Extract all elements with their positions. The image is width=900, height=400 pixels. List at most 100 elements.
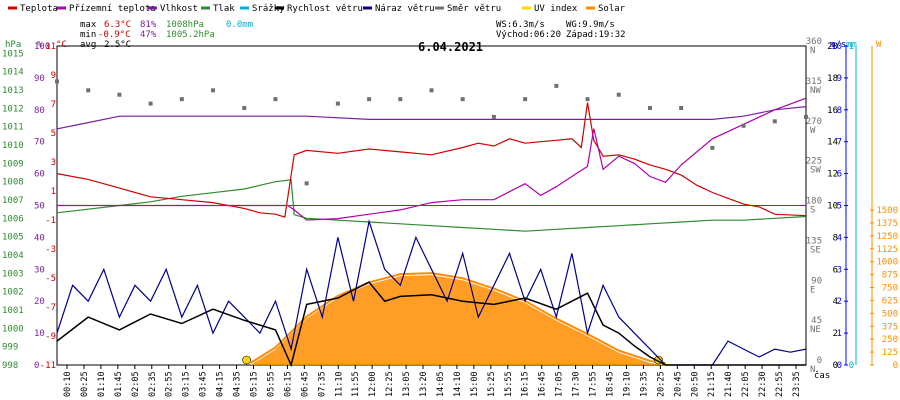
celsius-tick-label: -5: [45, 274, 56, 284]
hpa-tick-label: 1002: [2, 288, 24, 298]
x-tick-label: 05:55: [266, 371, 276, 397]
x-tick-label: 01:10: [97, 371, 107, 397]
percent-tick-label: 40: [34, 233, 45, 243]
x-tick-label: 17:30: [572, 371, 582, 397]
direction-label: N: [810, 46, 815, 56]
wind-direction-point: [117, 92, 122, 97]
wind-tick-label: 4: [833, 297, 838, 307]
x-tick-label: 17:05: [555, 371, 565, 397]
stat-avg-temp: 2.5°C: [104, 40, 131, 50]
wind-direction-point: [367, 97, 372, 102]
x-tick-label: 12:00: [368, 371, 378, 397]
x-tick-label: 04:15: [216, 371, 226, 397]
uv-tick-label: 4: [837, 233, 842, 243]
sun-marker: [242, 355, 251, 365]
wind-direction-point: [211, 88, 216, 93]
wind-tick-label: 16: [827, 106, 838, 116]
x-tick-label: 07:35: [317, 371, 327, 397]
hpa-tick-label: 1013: [2, 86, 24, 96]
hpa-tick-label: 1006: [2, 214, 24, 224]
wind-direction-point: [491, 114, 496, 119]
wind-direction-point: [616, 92, 621, 97]
wind-tick-label: 2: [833, 329, 838, 339]
celsius-tick-label: 1: [51, 187, 56, 197]
wind-tick-label: 14: [827, 138, 838, 148]
percent-tick-label: 50: [34, 202, 45, 212]
x-tick-label: 06:45: [300, 371, 310, 397]
series-line-tlak: [56, 179, 807, 232]
uv-tick-label: 6: [837, 170, 842, 180]
solar-envelope-line: [249, 272, 666, 364]
percent-tick-label: 10: [34, 329, 45, 339]
stat-max-temp: 6.3°C: [104, 20, 131, 30]
celsius-tick-label: -7: [45, 303, 56, 313]
solar-tick-label: 1125: [876, 245, 898, 255]
wind-direction-point: [86, 88, 91, 93]
stat-sunset: Západ:19:32: [566, 30, 626, 40]
hpa-tick-label: 1009: [2, 159, 24, 169]
wind-direction-point: [273, 97, 278, 102]
axes: hPa9989991000100110021003100410051006100…: [2, 37, 898, 375]
direction-label: S: [810, 206, 815, 216]
percent-tick-label: 80: [34, 106, 45, 116]
x-tick-label: 02:55: [165, 371, 175, 397]
x-tick-label: 21:15: [707, 371, 717, 397]
x-tick-label: 17:55: [589, 371, 599, 397]
legend-label: Přízemní teplota: [69, 4, 156, 14]
celsius-tick-label: -9: [45, 332, 56, 342]
legend-label: Srážky: [252, 4, 285, 14]
direction-label: NE: [810, 325, 821, 335]
wind-direction-point: [804, 114, 808, 119]
x-tick-label: 00:10: [63, 371, 73, 397]
wind-tick-label: 0: [833, 361, 838, 371]
percent-tick-label: 70: [34, 138, 45, 148]
wind-tick-label: 12: [827, 170, 838, 180]
stat-sunrise: Východ:06:20: [496, 30, 561, 40]
legend-label: Směr větru: [447, 4, 501, 14]
x-axis: 00:10 00:25 01:10 01:45 02:05 02:35 02:55 03:15…: [63, 365, 802, 397]
direction-label: N: [810, 365, 815, 375]
hpa-tick-label: 1015: [2, 49, 24, 59]
solar-tick-label: 500: [882, 309, 898, 319]
wind-tick-label: 8: [833, 233, 838, 243]
solar-tick-label: 250: [882, 335, 898, 345]
x-tick-label: 20:45: [673, 371, 683, 397]
uv-tick-label: 3: [837, 265, 842, 275]
x-tick-label: 12:25: [385, 371, 395, 397]
wind-tick-label: 6: [833, 265, 838, 275]
hpa-tick-label: 1007: [2, 196, 24, 206]
x-tick-label: 20:25: [656, 371, 666, 397]
celsius-tick-label: 3: [51, 158, 56, 168]
stat-max-hum: 81%: [140, 20, 157, 30]
stat-min-press: 1005.2hPa: [166, 30, 215, 40]
percent-tick-label: 20: [34, 297, 45, 307]
stat-ws: WS:6.3m/s: [496, 20, 545, 30]
stat-avg-label: avg: [80, 40, 96, 50]
stat-wg: WG:9.9m/s: [566, 20, 615, 30]
x-tick-label: 05:15: [249, 371, 259, 397]
stat-max-rain: 0.0mm: [226, 20, 253, 30]
uv-tick-label: 7: [837, 138, 842, 148]
x-tick-label: 01:45: [114, 371, 124, 397]
direction-tick-label: 0: [817, 356, 822, 366]
wind-direction-point: [304, 181, 309, 186]
wind-direction-point: [55, 79, 59, 84]
x-tick-label: 23:35: [792, 371, 802, 397]
solar-tick-label: 1250: [876, 232, 898, 242]
celsius-tick-label: 11: [45, 42, 56, 52]
celsius-tick-label: -3: [45, 245, 56, 255]
x-tick-label: 11:10: [334, 371, 344, 397]
uv-tick-label: 1: [837, 329, 842, 339]
hpa-axis-title: hPa: [5, 40, 21, 50]
x-tick-label: 00:25: [80, 371, 90, 397]
direction-tick-label: 45: [811, 316, 822, 326]
plot-area: [55, 45, 808, 368]
wind-direction-point: [710, 145, 715, 150]
stat-max-label: max: [80, 20, 97, 30]
celsius-tick-label: 9: [51, 71, 56, 81]
celsius-axis-title: °C: [56, 40, 67, 50]
x-tick-label: 21:40: [724, 371, 734, 397]
direction-tick-label: 225: [806, 157, 822, 167]
celsius-tick-label: 5: [51, 129, 56, 139]
